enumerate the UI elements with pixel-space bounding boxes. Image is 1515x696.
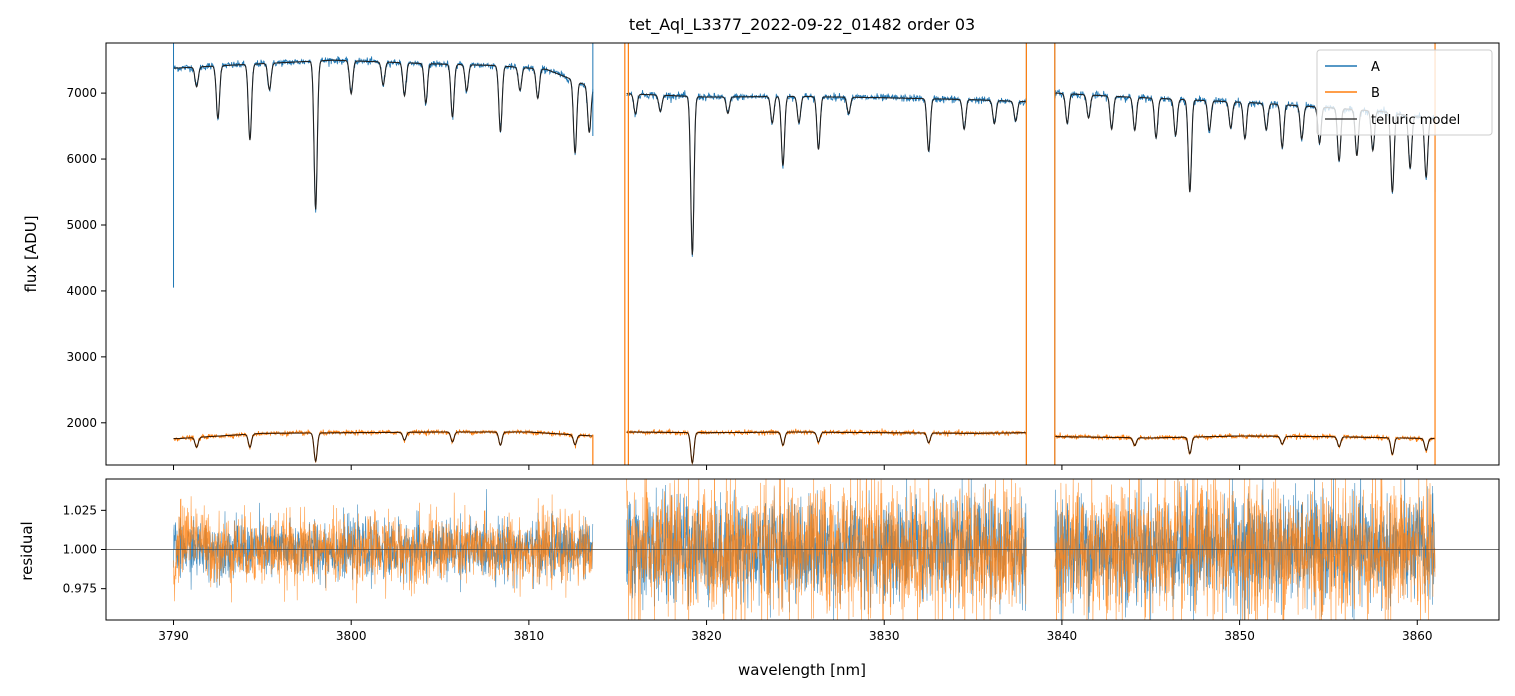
bottom-x-axis: 3790 3800 3810 3820 3830 3840 3850 3860: [158, 620, 1433, 643]
bottom-plot-area: [106, 479, 1499, 620]
bottom-x-axis-label: wavelength [nm]: [738, 661, 866, 679]
bottom-x-tick-label: 3830: [869, 629, 900, 643]
top-y-tick-label: 4000: [66, 284, 97, 298]
top-y-tick-label: 2000: [66, 416, 97, 430]
bottom-x-tick-label: 3790: [158, 629, 189, 643]
top-y-axis-label: flux [ADU]: [22, 215, 40, 292]
bottom-x-tick-label: 3860: [1402, 629, 1433, 643]
top-y-tick-label: 3000: [66, 350, 97, 364]
top-plot-area: [173, 43, 1436, 465]
bottom-panel: 0.975 1.000 1.025 3790 3800 3810 3820 3830 3840…: [18, 478, 1500, 679]
top-y-tick-label: 6000: [66, 152, 97, 166]
residual-b-line: [173, 479, 1436, 620]
legend-label-b: B: [1371, 86, 1380, 101]
bottom-x-tick-label: 3840: [1047, 629, 1078, 643]
bottom-y-axis-label: residual: [18, 521, 36, 580]
bottom-x-tick-label: 3820: [691, 629, 722, 643]
bottom-x-tick-label: 3810: [514, 629, 545, 643]
telluric-model-b-line: [173, 431, 1435, 465]
top-y-tick-label: 5000: [66, 218, 97, 232]
top-y-tick-label: 7000: [66, 86, 97, 100]
legend-label-telluric: telluric model: [1371, 113, 1460, 128]
legend-label-a: A: [1371, 60, 1380, 75]
bottom-y-axis: 0.975 1.000 1.025: [63, 503, 106, 596]
top-y-axis: 2000 3000 4000 5000 6000 7000: [66, 86, 106, 430]
legend-box: [1316, 49, 1493, 136]
bottom-x-tick-label: 3800: [336, 629, 367, 643]
bottom-y-tick-label: 0.975: [63, 582, 97, 596]
top-panel: 2000 3000 4000 5000 6000 7000 flux [ADU] A B …: [22, 42, 1500, 470]
top-x-axis: [173, 465, 1418, 470]
telluric-model-a-line: [173, 59, 1436, 255]
chart-title: tet_Aql_L3377_2022-09-22_01482 order 03: [629, 15, 975, 35]
bottom-x-tick-label: 3850: [1224, 629, 1255, 643]
legend: A B telluric model: [1316, 49, 1493, 136]
bottom-y-tick-label: 1.000: [63, 543, 97, 557]
bottom-y-tick-label: 1.025: [63, 503, 97, 517]
top-panel-frame: [105, 42, 1500, 466]
